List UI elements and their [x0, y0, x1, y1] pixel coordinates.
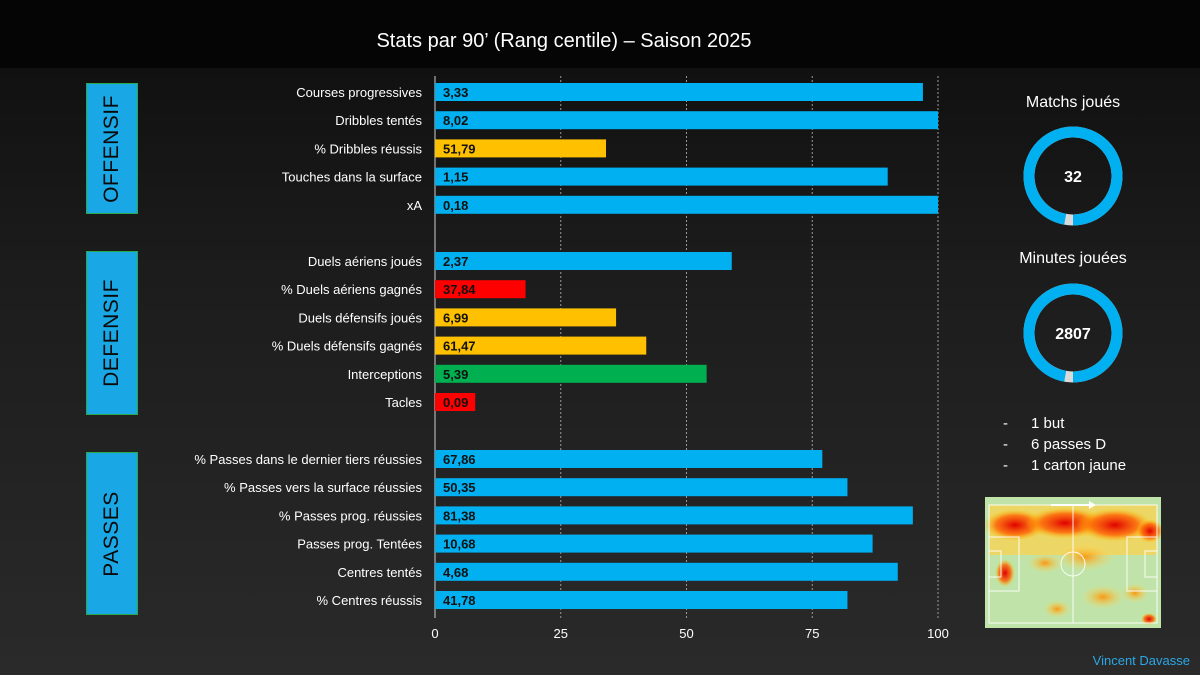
bar-category-label: % Passes dans le dernier tiers réussies [194, 452, 422, 467]
section-defensif: DEFENSIF [86, 251, 138, 415]
bar [435, 534, 873, 553]
x-tick-label: 0 [431, 626, 438, 641]
bar-value-label: 1,15 [443, 170, 468, 185]
bar [435, 562, 898, 581]
bar-category-label: Dribbles tentés [335, 113, 422, 128]
bar-value-label: 0,09 [443, 395, 468, 410]
highlights-list: - 1 but - 6 passes D - 1 carton jaune [1003, 413, 1126, 476]
minutes-donut: 2807 [1023, 283, 1123, 383]
x-tick-label: 25 [554, 626, 568, 641]
bar-category-label: xA [407, 198, 423, 213]
donut-fill [1023, 283, 1123, 383]
bar-category-label: Duels défensifs joués [298, 310, 422, 325]
bar-value-label: 61,47 [443, 339, 476, 354]
bar-category-label: Interceptions [348, 367, 423, 382]
attack-direction-icon [1051, 501, 1096, 509]
bar-category-label: Passes prog. Tentées [297, 537, 422, 552]
section-offensif: OFFENSIF [86, 83, 138, 214]
donut-fill [1023, 126, 1123, 226]
bar [435, 478, 848, 497]
bar [435, 393, 476, 411]
bullet-dash: - [1003, 436, 1008, 453]
list-item: - 1 but [1003, 413, 1126, 434]
bar-category-label: % Duels défensifs gagnés [272, 339, 423, 354]
bullet-text: 6 passes D [1031, 436, 1107, 453]
bar [435, 450, 823, 468]
bar [435, 139, 607, 158]
bar [435, 280, 526, 299]
bar-value-label: 51,79 [443, 141, 476, 156]
bar-category-label: Touches dans la surface [282, 170, 422, 185]
bar-value-label: 10,68 [443, 537, 476, 552]
bar [435, 308, 617, 327]
bar-value-label: 5,39 [443, 367, 468, 382]
touch-heatmap [985, 497, 1161, 628]
bar [435, 83, 923, 101]
bar-value-label: 81,38 [443, 508, 476, 523]
x-tick-label: 75 [805, 626, 819, 641]
section-passes: PASSES [86, 452, 138, 615]
bar [435, 252, 732, 270]
donut-value: 32 [1064, 169, 1082, 186]
bar-category-label: % Passes prog. réussies [279, 508, 423, 523]
minutes-title: Minutes jouées [1019, 250, 1127, 267]
credit: Vincent Davasse [1092, 653, 1190, 668]
bar-value-label: 37,84 [443, 282, 476, 297]
bar-value-label: 4,68 [443, 565, 468, 580]
bullet-text: 1 carton jaune [1031, 457, 1127, 474]
bar-value-label: 0,18 [443, 198, 468, 213]
list-item: - 1 carton jaune [1003, 455, 1126, 476]
bar [435, 336, 647, 355]
matches-title: Matchs joués [1025, 94, 1121, 111]
list-item: - 6 passes D [1003, 434, 1126, 455]
bar-category-label: Centres tentés [337, 565, 422, 580]
bar-category-label: % Centres réussis [317, 593, 423, 608]
bar-value-label: 8,02 [443, 113, 468, 128]
matches-donut: 32 [1023, 126, 1123, 226]
bar-value-label: 67,86 [443, 452, 476, 467]
bar-value-label: 2,37 [443, 254, 468, 269]
bar-category-label: Tacles [385, 395, 422, 410]
title-bar [0, 0, 1200, 68]
bar [435, 591, 848, 609]
bullet-text: 1 but [1031, 415, 1065, 432]
bar-value-label: 3,33 [443, 85, 468, 100]
bullet-dash: - [1003, 415, 1008, 432]
bar [435, 167, 888, 186]
bar [435, 111, 938, 130]
bar-category-label: Courses progressives [296, 85, 422, 100]
page-title: Stats par 90’ (Rang centile) – Saison 20… [376, 30, 752, 52]
x-tick-label: 100 [927, 626, 949, 641]
bar-category-label: Duels aériens joués [308, 254, 423, 269]
bullet-dash: - [1003, 457, 1008, 474]
donut-value: 2807 [1055, 326, 1091, 343]
x-tick-label: 50 [679, 626, 693, 641]
bar-value-label: 41,78 [443, 593, 476, 608]
bar-value-label: 6,99 [443, 310, 468, 325]
bar-value-label: 50,35 [443, 480, 476, 495]
bar [435, 506, 913, 525]
bar-category-label: % Passes vers la surface réussies [224, 480, 422, 495]
bar [435, 195, 938, 214]
bar [435, 364, 707, 383]
bar-category-label: % Dribbles réussis [314, 141, 422, 156]
bar-category-label: % Duels aériens gagnés [281, 282, 422, 297]
